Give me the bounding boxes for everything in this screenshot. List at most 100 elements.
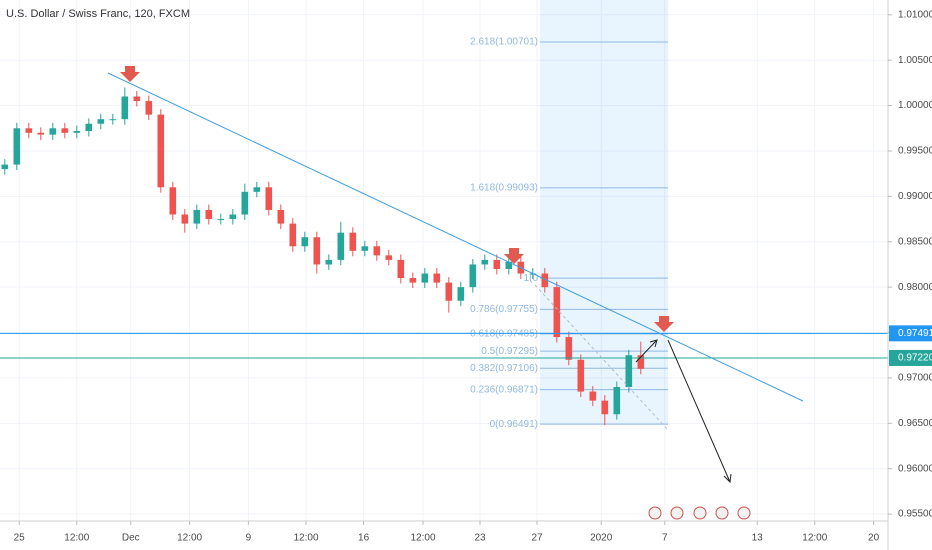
y-tick-label: 1.01000 bbox=[898, 9, 932, 20]
y-tick-label: 0.96500 bbox=[898, 418, 932, 429]
fib-zone bbox=[540, 0, 668, 425]
fib-label: 2.618(1.00701) bbox=[470, 37, 538, 48]
candle-body bbox=[265, 187, 273, 210]
candle-body bbox=[13, 128, 21, 165]
candle-body bbox=[205, 209, 213, 220]
candle-body bbox=[337, 232, 345, 260]
candle-body bbox=[61, 128, 69, 133]
candle-body bbox=[385, 255, 393, 260]
fib-label: 0.5(0.97295) bbox=[481, 346, 538, 357]
fib-retracement: 2.618(1.00701) 1.618(0.99093) 1(0 0.786(0.9… bbox=[470, 0, 668, 430]
candle-body bbox=[313, 237, 321, 265]
candle-body bbox=[433, 273, 441, 283]
x-tick-label: 23 bbox=[474, 533, 486, 544]
candle-body bbox=[109, 119, 117, 121]
candle-body bbox=[73, 130, 81, 133]
y-tick-label: 1.00000 bbox=[898, 100, 932, 111]
x-tick-label: 2020 bbox=[590, 533, 613, 544]
candle-body bbox=[121, 96, 129, 120]
candle-body bbox=[289, 223, 297, 247]
x-tick-label: 7 bbox=[662, 533, 668, 544]
candle-body bbox=[445, 282, 453, 301]
candle-body bbox=[589, 391, 597, 401]
candle-body bbox=[505, 261, 513, 269]
candle-body bbox=[565, 337, 573, 360]
candles bbox=[0, 87, 888, 426]
y-tick-label: 0.98000 bbox=[898, 282, 932, 293]
fib-label: 0.236(0.96871) bbox=[470, 384, 538, 395]
candle-body bbox=[457, 287, 465, 301]
price-label: 0.97220 bbox=[898, 353, 932, 364]
candle-body bbox=[469, 264, 477, 288]
candle-body bbox=[169, 187, 177, 215]
x-tick-label: 12:00 bbox=[410, 533, 435, 544]
candle-body bbox=[181, 214, 189, 224]
axes: 1.01000 1.00500 1.00000 0.99500 0.99000 0.985… bbox=[14, 9, 932, 544]
x-tick-label: 27 bbox=[531, 533, 543, 544]
y-tick-label: 0.97000 bbox=[898, 373, 932, 384]
candle-body bbox=[49, 128, 57, 135]
grid bbox=[0, 0, 888, 521]
candle-body bbox=[25, 128, 33, 133]
candle-body bbox=[601, 400, 609, 415]
fib-label: 0.786(0.97755) bbox=[470, 304, 538, 315]
candle-body bbox=[349, 232, 357, 251]
price-label-box bbox=[889, 325, 932, 342]
x-tick-label: 12:00 bbox=[802, 533, 827, 544]
x-tick-label: 13 bbox=[752, 533, 764, 544]
candle-body bbox=[481, 259, 489, 265]
price-label: 0.97491 bbox=[898, 328, 932, 339]
y-tick-label: 0.95500 bbox=[898, 509, 932, 520]
candle-body bbox=[253, 187, 261, 192]
x-tick-label: 12:00 bbox=[293, 533, 318, 544]
candle-body bbox=[145, 101, 153, 115]
x-tick-label: 12:00 bbox=[177, 533, 202, 544]
candle-body bbox=[229, 214, 237, 220]
x-tick-label: 25 bbox=[14, 533, 26, 544]
price-label-box bbox=[889, 349, 932, 366]
candle-body bbox=[637, 355, 645, 369]
candle-body bbox=[217, 219, 225, 221]
y-tick-label: 0.99500 bbox=[898, 146, 932, 157]
dashed-line bbox=[534, 284, 669, 431]
x-tick-label: 16 bbox=[358, 533, 370, 544]
fib-label: 1.618(0.99093) bbox=[470, 183, 538, 194]
candle-body bbox=[577, 359, 585, 392]
marker-arrow bbox=[504, 248, 524, 264]
x-tick-label: 20 bbox=[868, 533, 880, 544]
chart-title: U.S. Dollar / Swiss Franc, 120, FXCM bbox=[6, 8, 190, 20]
marker-arrow bbox=[120, 66, 140, 82]
candle-body bbox=[397, 259, 405, 279]
trend-line bbox=[107, 72, 804, 402]
x-tick-label: Dec bbox=[122, 533, 140, 544]
arrow bbox=[635, 339, 658, 363]
x-tick-label: 9 bbox=[246, 533, 252, 544]
candle-body bbox=[157, 114, 165, 188]
candle-body bbox=[241, 191, 249, 215]
fib-label: 0.618(0.97485) bbox=[470, 329, 538, 340]
candle-body bbox=[133, 96, 141, 102]
candle-body bbox=[541, 273, 549, 288]
candle-body bbox=[193, 209, 201, 224]
fib-label: 0.382(0.97106) bbox=[470, 363, 538, 374]
candle-body bbox=[421, 273, 429, 283]
candle-body bbox=[553, 287, 561, 338]
fib-label: 0(0.96491) bbox=[490, 419, 538, 430]
candle-body bbox=[37, 132, 45, 135]
candle-body bbox=[409, 278, 417, 283]
candle-body bbox=[85, 123, 93, 131]
candle-body bbox=[325, 259, 333, 265]
candle-body bbox=[301, 237, 309, 247]
candle-body bbox=[625, 355, 633, 388]
y-tick-label: 0.98500 bbox=[898, 236, 932, 247]
candle-body bbox=[373, 246, 381, 256]
y-tick-label: 1.00500 bbox=[898, 55, 932, 66]
y-tick-label: 0.99000 bbox=[898, 191, 932, 202]
candle-body bbox=[1, 164, 9, 170]
drawings bbox=[107, 66, 804, 520]
y-tick-label: 0.96000 bbox=[898, 463, 932, 474]
candle-body bbox=[361, 246, 369, 251]
candle-body bbox=[277, 209, 285, 224]
